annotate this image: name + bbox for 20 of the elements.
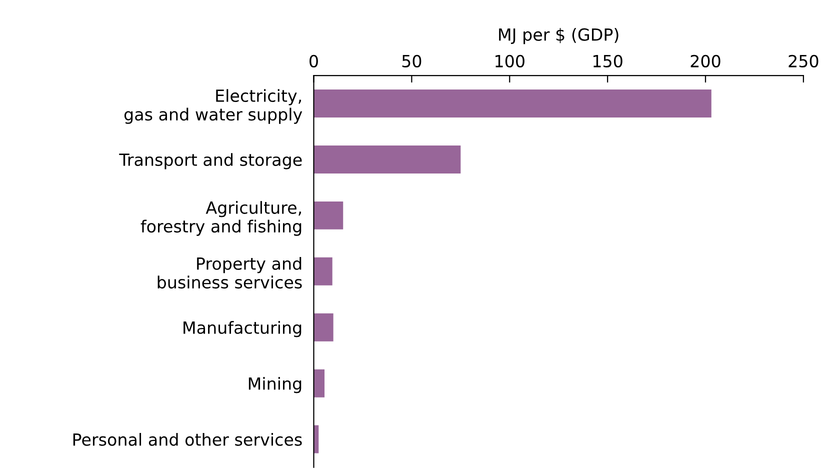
- x-tick-label: 150: [593, 54, 622, 68]
- y-tick-label: Property and business services: [158, 257, 302, 289]
- x-tick-label: 50: [402, 54, 422, 68]
- y-tick-label: Manufacturing: [184, 321, 302, 338]
- x-tick-label: 200: [690, 54, 720, 68]
- bar: [314, 369, 325, 398]
- y-tick-label: Transport and storage: [119, 153, 302, 170]
- y-tick-label: Agriculture, forestry and fishing: [140, 201, 302, 236]
- x-tick-label: 250: [788, 54, 818, 68]
- x-tick-label: 100: [496, 54, 524, 68]
- y-tick-label: Mining: [248, 377, 302, 394]
- y-tick-label: Electricity, gas and water supply: [124, 89, 302, 124]
- x-tick-label: 0: [310, 54, 318, 68]
- y-tick-label: Personal and other services: [73, 432, 302, 446]
- bar: [314, 90, 712, 118]
- bar: [314, 313, 334, 342]
- bar: [314, 257, 332, 286]
- bar: [314, 145, 461, 174]
- bar: [314, 201, 344, 230]
- x-axis-title: MJ per $ (GDP): [499, 28, 618, 44]
